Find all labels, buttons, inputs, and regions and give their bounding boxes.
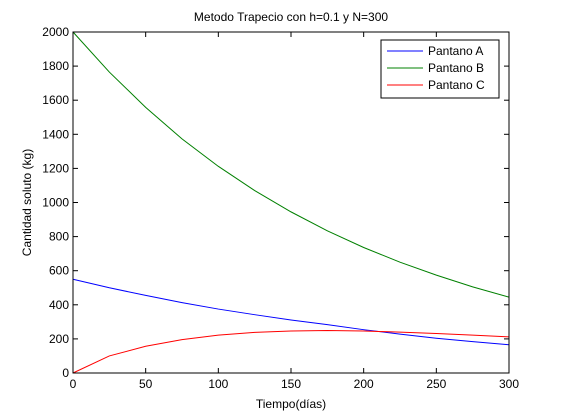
series-line-pantano-a bbox=[72, 278, 510, 346]
y-axis-label: Cantidad soluto (kg) bbox=[20, 149, 34, 256]
chart-title: Metodo Trapecio con h=0.1 y N=300 bbox=[194, 10, 388, 24]
x-tick-label: 50 bbox=[139, 377, 153, 391]
x-tick-label: 0 bbox=[70, 377, 77, 391]
x-axis-label: Tiempo(días) bbox=[256, 397, 326, 411]
series-line-pantano-c bbox=[72, 330, 510, 374]
y-tick-label: 1200 bbox=[42, 161, 69, 175]
x-tick-label: 150 bbox=[281, 377, 301, 391]
x-tick-label: 300 bbox=[499, 377, 519, 391]
series-line-pantano-b bbox=[72, 31, 510, 298]
axes-layer: 0 50 100 150 200 250 300 0 200 400 600 800 1000 1200 1… bbox=[42, 25, 519, 391]
legend-label: Pantano C bbox=[428, 78, 485, 92]
y-tick-label: 400 bbox=[49, 298, 69, 312]
x-tick-label: 250 bbox=[426, 377, 446, 391]
y-tick-label: 1400 bbox=[42, 127, 69, 141]
legend-label: Pantano A bbox=[428, 44, 483, 58]
series-layer bbox=[72, 31, 510, 374]
y-tick-label: 0 bbox=[62, 366, 69, 380]
x-tick-label: 200 bbox=[354, 377, 374, 391]
legend: Pantano A Pantano B Pantano C bbox=[380, 39, 500, 99]
y-tick-label: 1000 bbox=[42, 196, 69, 210]
y-tick-label: 600 bbox=[49, 264, 69, 278]
y-tick-label: 1600 bbox=[42, 93, 69, 107]
y-tick-label: 2000 bbox=[42, 25, 69, 39]
legend-label: Pantano B bbox=[428, 61, 484, 75]
legend-box bbox=[380, 39, 500, 99]
y-tick-label: 1800 bbox=[42, 59, 69, 73]
y-tick-label: 800 bbox=[49, 230, 69, 244]
x-tick-label: 100 bbox=[208, 377, 228, 391]
y-tick-label: 200 bbox=[49, 332, 69, 346]
